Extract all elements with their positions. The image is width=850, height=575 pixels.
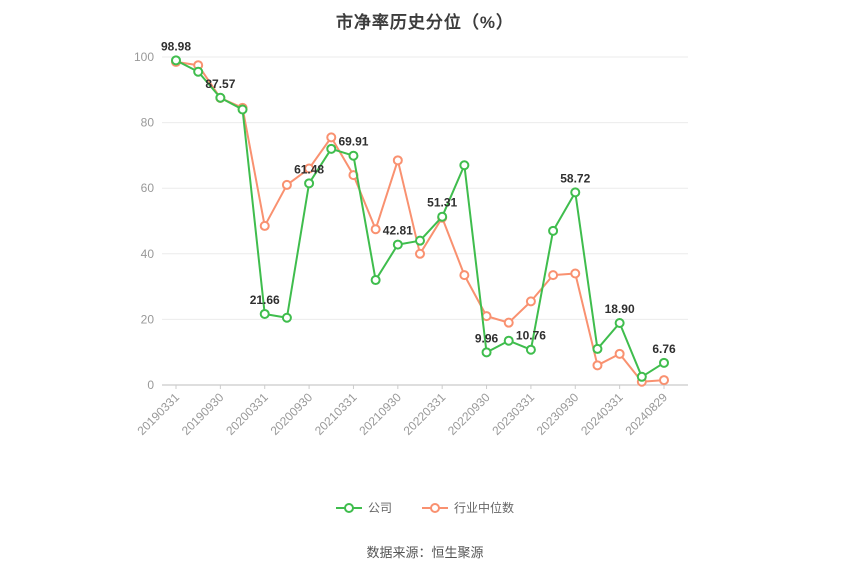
data-point-company[interactable] bbox=[348, 150, 359, 161]
data-point-company[interactable] bbox=[525, 344, 536, 355]
data-point-company[interactable] bbox=[215, 92, 226, 103]
data-point-industry-median[interactable] bbox=[614, 348, 625, 359]
legend-item-industry-median[interactable]: 行业中位数 bbox=[422, 499, 514, 516]
data-point-company[interactable] bbox=[193, 66, 204, 77]
y-axis-label: 40 bbox=[141, 247, 155, 261]
data-source: 数据来源：恒生聚源 bbox=[366, 545, 484, 560]
data-point-company[interactable] bbox=[614, 318, 625, 329]
point-value-label: 87.57 bbox=[205, 77, 235, 91]
x-axis-label: 20220331 bbox=[401, 390, 449, 438]
y-axis-label: 100 bbox=[134, 50, 154, 64]
data-point-industry-median[interactable] bbox=[459, 270, 470, 281]
legend-label-company: 公司 bbox=[367, 501, 392, 515]
point-value-label: 58.72 bbox=[560, 171, 590, 185]
series-industry-median-line bbox=[175, 60, 665, 383]
data-point-industry-median[interactable] bbox=[570, 268, 581, 279]
data-point-industry-median[interactable] bbox=[415, 248, 425, 259]
data-point-company[interactable] bbox=[659, 357, 669, 368]
chart-title: 市净率历史分位（%） bbox=[335, 13, 515, 32]
data-point-industry-median[interactable] bbox=[592, 360, 603, 371]
data-point-industry-median[interactable] bbox=[281, 179, 292, 190]
point-value-label: 51.31 bbox=[427, 196, 457, 210]
legend-marker-industry-icon bbox=[422, 502, 448, 513]
legend: 公司 行业中位数 bbox=[0, 499, 850, 516]
x-axis-label: 20220930 bbox=[445, 390, 493, 438]
data-point-company[interactable] bbox=[636, 371, 647, 382]
x-axis-label: 20240829 bbox=[622, 390, 670, 438]
data-point-company[interactable] bbox=[392, 239, 403, 250]
data-point-company[interactable] bbox=[592, 343, 603, 354]
data-point-company[interactable] bbox=[281, 312, 292, 323]
x-axis-label: 20190930 bbox=[179, 390, 227, 438]
x-axis-label: 20230331 bbox=[489, 390, 537, 438]
y-axis-label: 0 bbox=[147, 378, 154, 392]
data-point-industry-median[interactable] bbox=[659, 375, 669, 386]
data-point-company[interactable] bbox=[548, 225, 559, 236]
point-value-label: 21.66 bbox=[250, 293, 280, 307]
legend-label-industry-median: 行业中位数 bbox=[454, 501, 515, 515]
data-point-industry-median[interactable] bbox=[259, 220, 270, 231]
x-axis-label: 20190331 bbox=[134, 390, 182, 438]
data-point-industry-median[interactable] bbox=[326, 132, 337, 143]
point-value-label: 42.81 bbox=[383, 224, 413, 238]
point-value-label: 61.48 bbox=[294, 162, 324, 176]
data-point-company[interactable] bbox=[415, 235, 425, 246]
point-value-label: 6.76 bbox=[652, 342, 676, 356]
data-point-company[interactable] bbox=[171, 55, 181, 66]
data-point-industry-median[interactable] bbox=[392, 155, 403, 166]
data-point-industry-median[interactable] bbox=[525, 296, 536, 307]
legend-dot-industry bbox=[430, 502, 440, 513]
y-axis-label: 60 bbox=[141, 181, 155, 195]
data-point-company[interactable] bbox=[481, 347, 492, 358]
data-point-company[interactable] bbox=[259, 308, 270, 319]
data-point-industry-median[interactable] bbox=[304, 163, 315, 174]
series-company-line bbox=[175, 59, 665, 378]
data-point-industry-median[interactable] bbox=[370, 224, 381, 235]
data-point-industry-median[interactable] bbox=[548, 270, 559, 281]
data-point-company[interactable] bbox=[326, 143, 337, 154]
x-axis-label: 20200331 bbox=[223, 390, 271, 438]
legend-marker-company-icon bbox=[335, 502, 362, 513]
y-axis-label: 80 bbox=[141, 116, 155, 130]
data-point-company[interactable] bbox=[503, 335, 514, 346]
legend-dot-company bbox=[343, 502, 354, 513]
data-point-company[interactable] bbox=[237, 104, 248, 115]
x-axis-label: 20230930 bbox=[534, 390, 582, 438]
point-value-label: 98.98 bbox=[161, 39, 191, 53]
point-value-label: 9.96 bbox=[475, 331, 499, 345]
point-value-label: 18.90 bbox=[605, 302, 635, 316]
x-axis-label: 20210930 bbox=[356, 390, 404, 438]
x-axis-label: 20240331 bbox=[578, 390, 626, 438]
y-axis-label: 20 bbox=[141, 312, 155, 326]
x-axis-label: 20200930 bbox=[268, 390, 316, 438]
data-point-company[interactable] bbox=[370, 275, 381, 286]
data-point-company[interactable] bbox=[459, 160, 470, 171]
data-point-industry-median[interactable] bbox=[481, 311, 492, 322]
data-point-company[interactable] bbox=[304, 178, 315, 189]
x-axis-label: 20210331 bbox=[312, 390, 360, 438]
point-value-label: 10.76 bbox=[516, 329, 546, 343]
data-point-industry-median[interactable] bbox=[503, 317, 514, 328]
data-point-company[interactable] bbox=[437, 211, 448, 222]
legend-item-company[interactable]: 公司 bbox=[335, 499, 392, 516]
point-value-label: 69.91 bbox=[338, 135, 368, 149]
data-point-company[interactable] bbox=[570, 187, 581, 198]
